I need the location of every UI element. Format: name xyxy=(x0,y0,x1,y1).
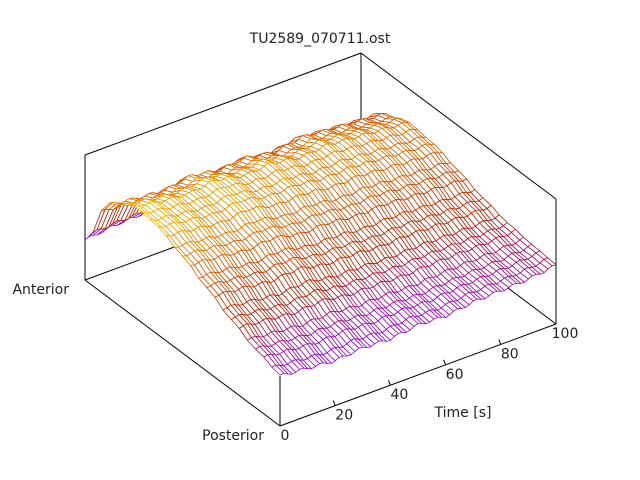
x-tick-mark xyxy=(498,339,502,345)
axis-ap-edge xyxy=(84,279,281,427)
x-tick-label: 60 xyxy=(446,367,464,383)
y-axis-label-posterior: Posterior xyxy=(202,428,264,444)
chart-title: TU2589_070711.ost xyxy=(249,31,391,47)
x-tick-label: 100 xyxy=(552,326,579,342)
box-top-right xyxy=(360,52,557,200)
x-tick-label: 0 xyxy=(281,428,290,444)
x-axis-ticks: 0 20 40 60 80 100 xyxy=(281,326,579,444)
surface-mesh xyxy=(84,113,557,376)
axis-time-edge xyxy=(279,323,557,427)
x-tick-label: 80 xyxy=(501,346,519,362)
y-axis-label-anterior: Anterior xyxy=(12,282,69,298)
mesh-cell xyxy=(271,364,285,376)
x-tick-mark xyxy=(387,380,391,386)
box-top-left xyxy=(84,52,362,156)
x-axis-label: Time [s] xyxy=(434,405,492,421)
x-tick-mark xyxy=(332,400,336,406)
x-tick-label: 20 xyxy=(335,408,353,424)
x-tick-mark xyxy=(443,359,447,365)
x-tick-label: 40 xyxy=(390,387,408,403)
